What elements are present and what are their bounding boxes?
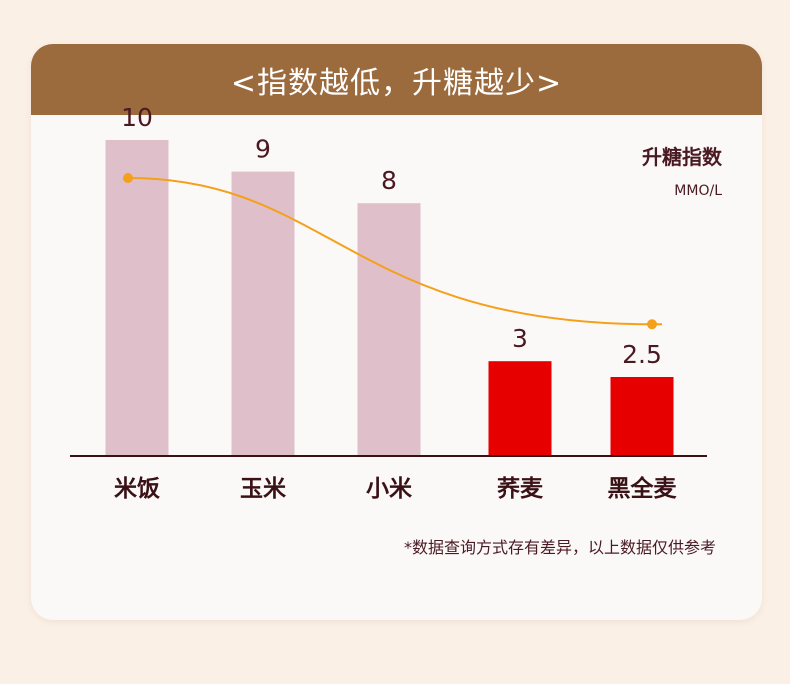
y-axis-label: 升糖指数 (642, 145, 723, 169)
category-label-4: 荞麦 (497, 476, 544, 502)
footnote: *数据查询方式存有差异，以上数据仅供参考 (403, 538, 716, 557)
bar-3 (357, 203, 421, 456)
bar-1 (105, 140, 169, 456)
category-label-2: 玉米 (240, 476, 287, 502)
chart-header: <指数越低，升糖越少> (31, 44, 762, 115)
category-label-5: 黑全麦 (608, 475, 678, 502)
labels-group: 10 米饭 9 玉米 8 小米 3 荞麦 2.5 黑全麦 (114, 103, 678, 502)
chart-title: <指数越低，升糖越少> (230, 65, 563, 101)
chart-card: <指数越低，升糖越少> 升糖指数 MMO/L 10 米饭 9 玉米 8 小米 3 荞麦 2.5 黑… (31, 44, 762, 620)
trend-dot-1 (123, 173, 133, 183)
category-label-3: 小米 (366, 476, 413, 502)
trend-line (127, 177, 653, 326)
bar-value-label-1: 10 (121, 103, 153, 132)
y-axis-unit: MMO/L (674, 183, 722, 199)
category-label-1: 米饭 (114, 476, 160, 502)
bars-group (105, 140, 674, 456)
bar-value-label-5: 2.5 (622, 340, 662, 369)
bar-2 (231, 171, 295, 456)
bar-chart: 升糖指数 MMO/L 10 米饭 9 玉米 8 小米 3 荞麦 2.5 黑全麦 (70, 103, 723, 502)
bar-4 (488, 361, 552, 456)
bar-value-label-4: 3 (512, 324, 528, 353)
bar-value-label-3: 8 (381, 166, 397, 195)
trend-dots (123, 173, 662, 330)
bar-5 (610, 377, 674, 456)
bar-value-label-2: 9 (255, 135, 271, 164)
